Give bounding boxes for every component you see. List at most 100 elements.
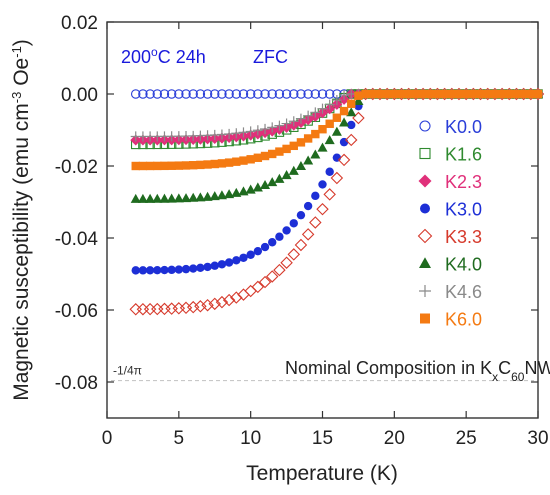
data-point — [282, 144, 291, 154]
data-point — [130, 193, 141, 203]
data-point — [419, 257, 431, 268]
data-point — [145, 266, 155, 275]
data-point — [267, 122, 278, 133]
data-point — [447, 89, 456, 99]
data-point — [310, 149, 321, 159]
data-point — [231, 128, 242, 139]
data-point — [344, 133, 358, 147]
data-point — [397, 89, 406, 99]
data-point — [180, 193, 192, 203]
y-tick-label: -0.02 — [55, 157, 98, 178]
data-point — [296, 89, 306, 99]
data-point — [131, 266, 140, 275]
data-point — [216, 190, 227, 200]
data-point — [317, 89, 328, 99]
data-point — [419, 147, 431, 160]
data-point — [288, 165, 299, 175]
data-point — [196, 263, 205, 273]
data-point — [237, 288, 250, 301]
data-point — [153, 161, 162, 171]
data-point — [238, 127, 249, 138]
data-point — [152, 193, 163, 203]
data-point — [138, 266, 148, 275]
data-point — [238, 186, 249, 196]
data-point — [265, 270, 279, 283]
data-point — [153, 266, 162, 275]
legend-label: K3.3 — [445, 227, 482, 247]
data-point — [246, 155, 255, 164]
data-point — [303, 155, 314, 165]
data-point — [280, 256, 293, 269]
data-point — [289, 141, 298, 151]
legend-item-K2.3: K2.3 — [418, 172, 482, 192]
data-point — [138, 161, 148, 171]
y-axis-title-main: Magnetic susceptibility (emu cm — [10, 103, 33, 401]
data-point — [339, 106, 349, 116]
series-K6.0 — [131, 89, 543, 171]
data-point — [202, 191, 213, 201]
data-point — [273, 263, 286, 277]
data-point — [145, 89, 155, 99]
data-point — [275, 147, 284, 156]
data-point — [259, 123, 271, 134]
data-point — [181, 161, 191, 170]
legend: K0.0 K1.6 K2.3 K3.0 K3.3 K4.0 K4.6 K6.0 — [417, 117, 482, 330]
x-tick-label: 25 — [456, 428, 477, 449]
data-point — [287, 248, 301, 261]
data-point — [260, 242, 270, 252]
y-tick-label: 0.00 — [61, 85, 98, 106]
data-point — [337, 153, 351, 167]
data-point — [311, 191, 320, 201]
data-point — [275, 232, 284, 241]
legend-item-K4.0: K4.0 — [419, 255, 482, 275]
x-tick-label: 15 — [312, 428, 333, 449]
data-point — [253, 246, 263, 256]
data-point — [274, 173, 285, 183]
data-point — [259, 179, 271, 189]
nominal-composition-annotation: Nominal Composition in KxC60NWs — [285, 358, 550, 384]
data-point — [159, 193, 170, 203]
data-point — [417, 228, 433, 244]
data-point — [303, 110, 314, 121]
data-point — [224, 258, 234, 267]
data-point — [303, 89, 313, 99]
data-point — [375, 89, 385, 99]
data-point — [137, 193, 148, 203]
data-point — [331, 126, 342, 136]
data-point — [281, 170, 292, 180]
data-point — [476, 89, 485, 99]
data-point — [353, 95, 364, 106]
data-point — [151, 302, 164, 316]
data-point — [490, 89, 500, 99]
data-point — [316, 202, 329, 216]
data-point — [311, 129, 320, 139]
data-point — [295, 113, 306, 124]
data-point — [181, 264, 191, 274]
data-point — [418, 174, 432, 188]
legend-item-K3.3: K3.3 — [417, 227, 482, 247]
data-point — [145, 161, 155, 171]
data-point — [354, 91, 363, 100]
data-point — [324, 89, 335, 99]
data-point — [203, 160, 212, 169]
data-point — [165, 302, 178, 315]
data-point — [217, 159, 227, 168]
data-point — [260, 89, 270, 99]
data-point — [239, 253, 248, 262]
data-point — [303, 201, 313, 211]
data-point — [159, 89, 170, 99]
data-point — [129, 303, 142, 316]
data-point — [131, 161, 140, 171]
data-point — [209, 191, 220, 201]
legend-label: K3.0 — [445, 200, 482, 220]
data-point — [252, 182, 263, 192]
data-point — [195, 89, 206, 99]
data-point — [404, 89, 413, 99]
data-point — [289, 219, 298, 228]
data-point — [224, 158, 234, 167]
data-point — [158, 302, 171, 316]
data-point — [210, 89, 220, 99]
x-axis-title: Temperature (K) — [246, 462, 398, 485]
legend-item-K0.0: K0.0 — [419, 117, 482, 137]
